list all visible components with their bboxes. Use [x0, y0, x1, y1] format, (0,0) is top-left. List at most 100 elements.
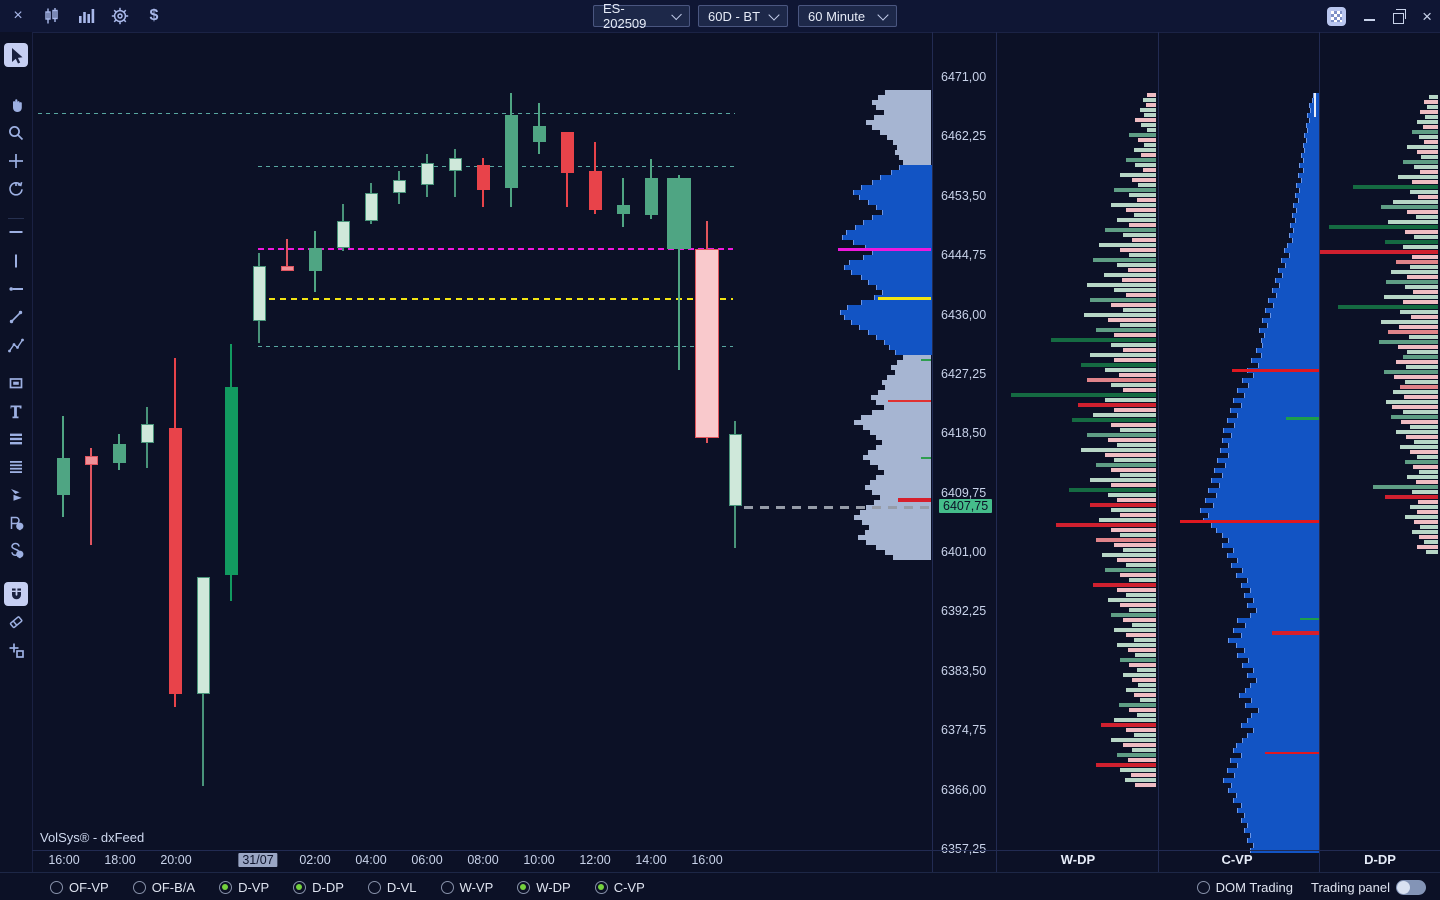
- profile-bar: [1117, 588, 1156, 592]
- level-line: [1232, 368, 1319, 372]
- mode-option-w-dp[interactable]: W-DP: [517, 880, 571, 895]
- profile-bar: [1276, 293, 1319, 298]
- profile-bar: [861, 520, 931, 525]
- horizontal-line-tool-icon[interactable]: [4, 220, 28, 244]
- pointer-tool-icon[interactable]: [4, 43, 28, 67]
- profile-bar: [1142, 168, 1156, 172]
- candle-body: [140, 424, 154, 443]
- profile-bar: [877, 390, 931, 395]
- candle-wick: [426, 154, 428, 197]
- mode-option-w-vp[interactable]: W-VP: [440, 880, 493, 895]
- price-tick-label: 6409,75: [941, 485, 987, 500]
- replay-tool-icon[interactable]: [4, 177, 28, 201]
- mode-option-of-vp[interactable]: OF-VP: [50, 880, 109, 895]
- bar-chart-icon[interactable]: [74, 4, 98, 28]
- mode-option-c-vp[interactable]: C-VP: [594, 880, 645, 895]
- flag-tool-icon[interactable]: [4, 483, 28, 507]
- volume-lines-icon[interactable]: [4, 455, 28, 479]
- dom-trading-option[interactable]: DOM Trading: [1196, 880, 1293, 895]
- profile-lines-icon[interactable]: [4, 427, 28, 451]
- window-close-icon[interactable]: ×: [1422, 6, 1432, 26]
- profile-bar: [853, 240, 932, 245]
- mode-radio[interactable]: [219, 880, 233, 894]
- profile-bar: [1226, 553, 1319, 558]
- profile-bar: [1090, 503, 1156, 507]
- profile-bar: [1215, 528, 1319, 533]
- range-dropdown[interactable]: 60D - BT: [698, 5, 788, 27]
- hand-tool-icon[interactable]: [4, 93, 28, 117]
- symbol-dropdown[interactable]: ES-202509: [593, 1, 690, 31]
- mode-radio[interactable]: [367, 880, 381, 894]
- profile-bar: [1120, 248, 1156, 252]
- profile-bar: [1221, 543, 1319, 548]
- dollar-icon[interactable]: $: [149, 7, 159, 24]
- profile-bar: [1262, 343, 1319, 348]
- profile-bar: [889, 345, 932, 350]
- profile-bar: [1147, 93, 1156, 97]
- profile-bar: [1310, 108, 1319, 113]
- profile-bar: [1384, 240, 1438, 244]
- panel-separator-3: [1319, 32, 1320, 872]
- mode-radio[interactable]: [440, 880, 454, 894]
- rectangle-tool-icon[interactable]: [4, 371, 28, 395]
- restore-icon[interactable]: [1393, 8, 1407, 24]
- transparency-checker-icon[interactable]: [1327, 6, 1347, 26]
- mode-option-of-b/a[interactable]: OF-B/A: [132, 880, 195, 895]
- profile-bar: [902, 160, 931, 165]
- profile-bar: [894, 370, 931, 375]
- profile-bar: [1273, 303, 1319, 308]
- trading-panel-toggle[interactable]: [1396, 879, 1426, 895]
- profile-bar: [1293, 203, 1319, 208]
- profile-bar: [1123, 618, 1156, 622]
- dom-trading-radio[interactable]: [1196, 880, 1210, 894]
- profile-bar: [1111, 508, 1156, 512]
- profile-bar: [1200, 508, 1319, 513]
- mode-radio[interactable]: [132, 880, 146, 894]
- candle-body: [588, 171, 602, 211]
- vertical-line-tool-icon[interactable]: [4, 249, 28, 273]
- profile-bar: [1093, 258, 1156, 262]
- profile-bar: [1237, 388, 1319, 393]
- mode-option-d-vl[interactable]: D-VL: [367, 880, 417, 895]
- profile-bar: [860, 415, 931, 420]
- eraser-tool-icon[interactable]: [4, 610, 28, 634]
- candlestick-chart-icon[interactable]: [40, 4, 64, 28]
- horizontal-ray-tool-icon[interactable]: [4, 277, 28, 301]
- candle-wick: [566, 132, 568, 207]
- profile-bar: [1123, 233, 1156, 237]
- add-object-tool-icon[interactable]: [4, 638, 28, 662]
- stats-label-tool-icon[interactable]: $: [4, 539, 28, 563]
- mode-option-d-vp[interactable]: D-VP: [219, 880, 269, 895]
- profile-bar: [877, 465, 931, 470]
- mode-radio[interactable]: [594, 880, 608, 894]
- profile-bar: [1132, 623, 1156, 627]
- candle-wick: [342, 203, 344, 252]
- profile-bar: [894, 350, 932, 355]
- level-line: [838, 247, 931, 251]
- mode-option-d-dp[interactable]: D-DP: [293, 880, 344, 895]
- profile-bar: [875, 335, 932, 340]
- settings-gear-icon[interactable]: [108, 4, 132, 28]
- trend-line-tool-icon[interactable]: [4, 305, 28, 329]
- polyline-tool-icon[interactable]: [4, 333, 28, 357]
- profile-bar: [1133, 213, 1156, 217]
- text-tool-icon[interactable]: [4, 399, 28, 423]
- minimize-icon[interactable]: [1364, 11, 1376, 21]
- profile-bar: [1105, 398, 1156, 402]
- level-line: [744, 505, 929, 509]
- profile-bar: [853, 190, 932, 195]
- profile-bar: [1288, 253, 1319, 258]
- close-icon[interactable]: ×: [13, 7, 23, 24]
- mode-radio[interactable]: [50, 880, 63, 894]
- magnet-tool-icon[interactable]: [4, 582, 28, 606]
- zoom-tool-icon[interactable]: [4, 121, 28, 145]
- mode-radio[interactable]: [293, 880, 307, 894]
- timeframe-dropdown[interactable]: 60 Minute: [798, 5, 897, 27]
- price-label-tool-icon[interactable]: $: [4, 511, 28, 535]
- profile-bar: [1228, 453, 1319, 458]
- crosshair-tool-icon[interactable]: [4, 149, 28, 173]
- price-tick-label: 6436,00: [941, 307, 987, 322]
- profile-bar: [1103, 273, 1156, 277]
- mode-radio[interactable]: [517, 880, 531, 894]
